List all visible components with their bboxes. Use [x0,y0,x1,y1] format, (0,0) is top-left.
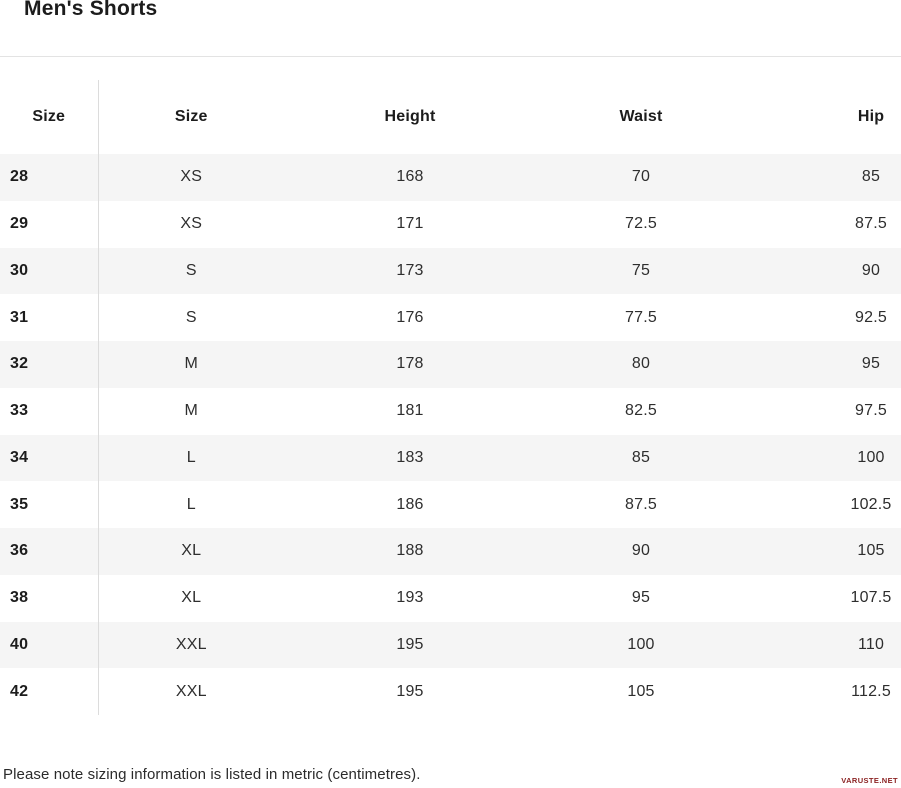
cell: 171 [396,215,424,233]
column-header: Hip [746,80,901,154]
cell: 110 [857,635,885,653]
cell: L [186,495,196,513]
cell: 90 [631,542,651,560]
cell: 42 [0,668,99,715]
header-divider-line [0,56,901,57]
table-row: 28 XS 168 70 85 [0,154,901,201]
cell: 105 [857,542,885,560]
cell: 35 [0,481,99,528]
cell: 80 [631,355,651,373]
size-table-container: Size Size Height Waist Hip 28 XS 168 70 85 29 XS 17… [0,80,901,716]
cell: 31 [0,294,99,341]
cell: 193 [396,589,424,607]
cell: XL [181,589,202,607]
page-title: Men's Shorts [24,0,158,20]
table-row: 40 XXL 195 100 110 [0,621,901,669]
cell: XS [180,168,203,186]
cell: 95 [861,355,881,373]
cell: 195 [396,682,424,700]
cell: 181 [396,402,424,420]
metric-note: Please note sizing information is listed… [3,766,421,783]
table-row: 42 XXL 195 105 112.5 [0,668,901,715]
cell: 97.5 [855,402,887,420]
table-row: 35 L 186 87.5 102.5 [0,481,901,528]
cell: 34 [0,434,99,482]
cell: 28 [0,154,99,201]
cell: 75 [631,261,651,279]
table-header-row: Size Size Height Waist Hip [0,80,901,154]
cell: 178 [396,355,424,373]
size-table: Size Size Height Waist Hip 28 XS 168 70 85 29 XS 17… [0,80,901,715]
cell: 105 [627,682,655,700]
cell: 186 [396,495,424,513]
column-header: Height [284,80,536,154]
cell: S [185,261,197,279]
cell: XL [181,542,202,560]
column-header: Size [98,80,284,154]
cell: 32 [0,341,99,388]
cell: 102.5 [850,495,892,513]
cell: 77.5 [625,308,657,326]
cell: 30 [0,247,99,295]
cell: S [185,308,197,326]
cell: XS [180,215,203,233]
cell: XXL [175,682,207,700]
table-row: 36 XL 188 90 105 [0,528,901,575]
column-header: Size [0,80,99,154]
cell: 195 [396,635,424,653]
cell: M [184,402,199,420]
cell: 112.5 [851,682,891,700]
cell: 85 [631,448,651,466]
cell: 176 [396,308,424,326]
cell: 29 [0,200,99,248]
cell: 36 [0,528,99,575]
cell: 188 [396,542,424,560]
cell: 173 [396,261,424,279]
cell: 168 [396,168,424,186]
cell: 85 [861,168,881,186]
cell: 100 [627,635,655,653]
cell: 70 [631,168,651,186]
table-row: 34 L 183 85 100 [0,434,901,482]
cell: L [186,448,196,466]
cell: 87.5 [855,215,887,233]
cell: XXL [175,635,207,653]
cell: 33 [0,387,99,435]
table-row: 30 S 173 75 90 [0,247,901,295]
table-row: 31 S 176 77.5 92.5 [0,294,901,341]
cell: 82.5 [625,402,657,420]
cell: 90 [861,261,881,279]
cell: 183 [396,448,424,466]
cell: 72.5 [625,215,657,233]
cell: 107.5 [850,589,892,607]
cell: 100 [857,448,885,466]
cell: 95 [631,589,651,607]
cell: 40 [0,621,99,669]
watermark: VARUSTE.NET [841,776,898,785]
cell: 92.5 [855,308,887,326]
table-body: 28 XS 168 70 85 29 XS 171 72.5 87.5 30 S 173 75 90 31 S 1… [0,154,901,715]
table-row: 29 XS 171 72.5 87.5 [0,200,901,248]
table-row: 32 M 178 80 95 [0,341,901,388]
column-header: Waist [536,80,746,154]
table-row: 38 XL 193 95 107.5 [0,574,901,622]
cell: 38 [0,574,99,622]
cell: M [184,355,199,373]
table-row: 33 M 181 82.5 97.5 [0,387,901,435]
cell: 87.5 [625,495,657,513]
